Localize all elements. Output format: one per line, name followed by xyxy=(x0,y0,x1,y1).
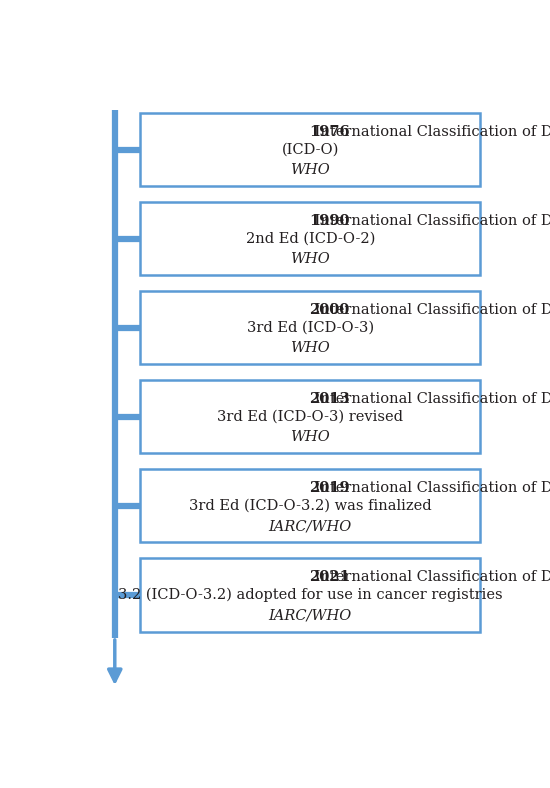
FancyBboxPatch shape xyxy=(140,291,480,364)
FancyBboxPatch shape xyxy=(140,469,480,542)
Text: International Classification of Diseases for Oncology,: International Classification of Diseases… xyxy=(310,214,550,228)
Text: WHO: WHO xyxy=(290,252,330,266)
FancyBboxPatch shape xyxy=(140,113,480,186)
Text: International Classification of Diseases for Oncology: International Classification of Diseases… xyxy=(310,125,550,139)
Text: 3rd Ed (ICD-O-3) revised: 3rd Ed (ICD-O-3) revised xyxy=(217,410,403,424)
Text: 3.2 (ICD-O-3.2) adopted for use in cancer registries: 3.2 (ICD-O-3.2) adopted for use in cance… xyxy=(118,588,503,602)
Text: 2019: 2019 xyxy=(309,481,350,495)
Text: 2013: 2013 xyxy=(309,392,350,406)
Text: WHO: WHO xyxy=(290,341,330,355)
Text: (ICD-O): (ICD-O) xyxy=(282,143,339,157)
Text: 2nd Ed (ICD-O-2): 2nd Ed (ICD-O-2) xyxy=(245,232,375,246)
Text: WHO: WHO xyxy=(290,163,330,177)
Text: 3rd Ed (ICD-O-3.2) was finalized: 3rd Ed (ICD-O-3.2) was finalized xyxy=(189,499,432,513)
FancyBboxPatch shape xyxy=(140,202,480,275)
Text: IARC/WHO: IARC/WHO xyxy=(268,608,352,623)
Text: International Classification of Diseases for Oncology,: International Classification of Diseases… xyxy=(310,481,550,495)
Text: 1990: 1990 xyxy=(309,214,350,228)
Text: International Classification of Diseases for Oncology,: International Classification of Diseases… xyxy=(310,571,550,584)
Text: IARC/WHO: IARC/WHO xyxy=(268,519,352,533)
Text: International Classification of Diseases for Oncology,: International Classification of Diseases… xyxy=(310,392,550,406)
Text: WHO: WHO xyxy=(290,430,330,444)
Text: 1976: 1976 xyxy=(309,125,350,139)
FancyBboxPatch shape xyxy=(140,380,480,453)
Text: International Classification of Diseases for Oncology,: International Classification of Diseases… xyxy=(310,303,550,317)
FancyBboxPatch shape xyxy=(140,558,480,631)
Text: 2021: 2021 xyxy=(309,571,350,584)
Text: 2000: 2000 xyxy=(309,303,349,317)
Text: 3rd Ed (ICD-O-3): 3rd Ed (ICD-O-3) xyxy=(246,321,374,335)
